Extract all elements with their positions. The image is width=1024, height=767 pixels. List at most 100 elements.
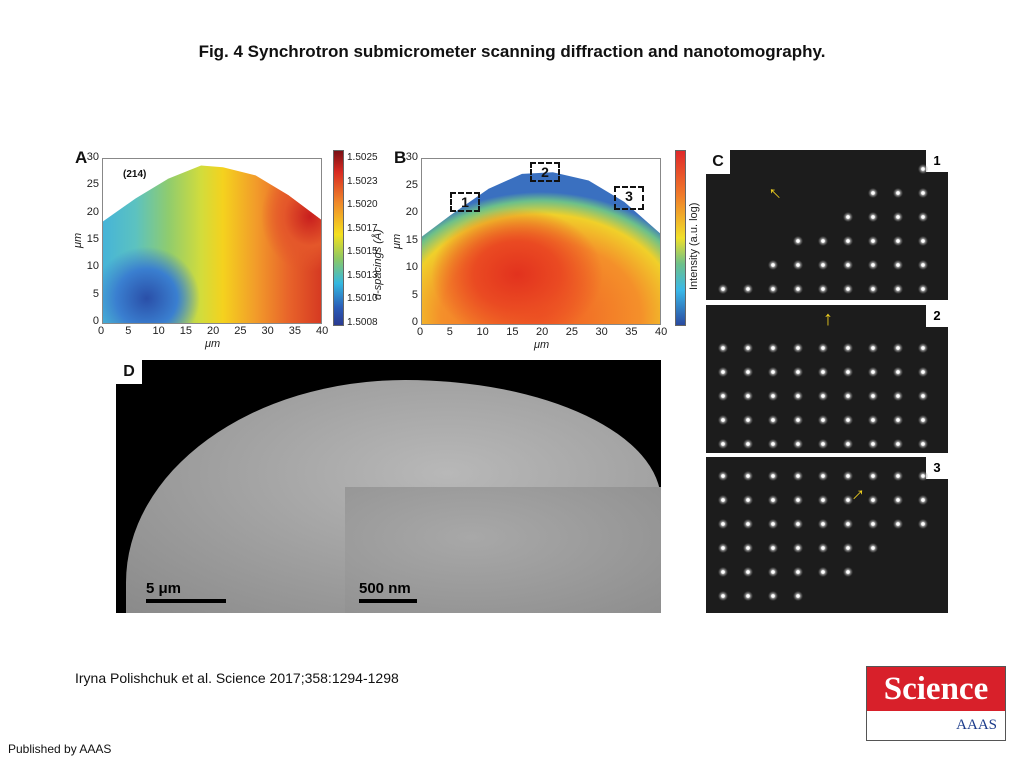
diffraction-spot [868, 367, 878, 377]
main-scale-label: 5 μm [146, 580, 182, 597]
arrow-icon: ↑ [823, 308, 833, 330]
x-tick-label: 15 [506, 326, 519, 338]
y-tick-label: 5 [411, 288, 418, 301]
diffraction-spot [818, 236, 828, 246]
diffraction-spot [718, 391, 728, 401]
colorbar-tick-label: 1.5015 [347, 246, 378, 257]
diffraction-spot [868, 439, 878, 449]
x-tick-label: 30 [595, 326, 608, 338]
colorbar-tick-label: 1.5013 [347, 269, 378, 281]
roi-box-2: 2 [530, 162, 560, 182]
panel-a-label: A [75, 148, 88, 167]
panel-c-label: C [706, 150, 730, 174]
diffraction-spot [743, 567, 753, 577]
diffraction-spot [718, 367, 728, 377]
diffraction-spot [768, 391, 778, 401]
diffraction-spot [743, 284, 753, 294]
diffraction-spot [818, 260, 828, 270]
diffraction-spot [843, 495, 853, 505]
x-tick-label: 25 [234, 325, 247, 337]
diffraction-spot [768, 367, 778, 377]
diffraction-spot [818, 471, 828, 481]
science-logo: Science AAAS [866, 666, 1006, 741]
panel-b-colorbar [675, 150, 686, 326]
panel-a-heatmap: (214) [102, 158, 322, 324]
diffraction-spot [768, 260, 778, 270]
diffraction-spot [768, 284, 778, 294]
diffraction-spot [743, 519, 753, 529]
panel-b-label: B [394, 148, 407, 167]
diffraction-spot [893, 495, 903, 505]
diffraction-spot [893, 471, 903, 481]
panel_a-ylabel: μm [72, 232, 84, 248]
panel-c-diffraction-3: 3 [706, 457, 948, 613]
diffraction-spot [843, 415, 853, 425]
diffraction-spot [743, 543, 753, 553]
diffraction-spot [793, 367, 803, 377]
diffraction-spot [793, 415, 803, 425]
colorbar-tick-label: 1.5008 [347, 316, 378, 328]
diffraction-spot [893, 260, 903, 270]
diffraction-spot [718, 415, 728, 425]
diffraction-spot [868, 236, 878, 246]
diffraction-spot [893, 212, 903, 222]
panel-c-diffraction-1: 1 [706, 150, 948, 300]
colorbar-tick-label: 1.5010 [347, 293, 378, 304]
diffraction-spot [768, 543, 778, 553]
y-tick-label: 15 [86, 233, 99, 245]
panel-d-label: D [116, 360, 142, 384]
diffraction-spot [843, 260, 853, 270]
diffraction-spot [918, 439, 928, 449]
diffraction-spot [718, 284, 728, 294]
diffraction-spot [718, 543, 728, 553]
diffraction-spot [793, 391, 803, 401]
diffraction-spot [918, 495, 928, 505]
x-tick-label: 0 [417, 326, 424, 338]
diffraction-spot [793, 591, 803, 601]
diffraction-spot [918, 164, 928, 174]
diffraction-spot [793, 343, 803, 353]
logo-science-text: Science [867, 667, 1005, 711]
diffraction-spot [818, 284, 828, 294]
diffraction-spot [793, 519, 803, 529]
diffraction-spot [793, 439, 803, 449]
x-tick-label: 35 [625, 326, 638, 338]
diffraction-spot [743, 415, 753, 425]
diffraction-spot [768, 439, 778, 449]
diffraction-spot [718, 495, 728, 505]
roi-box-3: 3 [614, 186, 644, 210]
diffraction-spot [843, 543, 853, 553]
y-tick-label: 25 [86, 178, 99, 191]
x-tick-label: 15 [179, 325, 192, 337]
diffraction-spot [793, 495, 803, 505]
y-tick-label: 10 [405, 261, 418, 273]
figure-title: Fig. 4 Synchrotron submicrometer scannin… [198, 42, 826, 61]
diffraction-spot [918, 212, 928, 222]
roi-box-1: 1 [450, 192, 480, 212]
diffraction-spot [818, 415, 828, 425]
x-tick-label: 10 [152, 325, 165, 337]
panel_a-xlabel: μm [205, 338, 221, 350]
diffraction-spot [893, 415, 903, 425]
x-tick-label: 5 [446, 326, 453, 338]
diffraction-spot [743, 391, 753, 401]
diffraction-spot [868, 391, 878, 401]
diffraction-spot [843, 567, 853, 577]
panel-a-annotation: (214) [123, 169, 147, 180]
x-tick-label: 30 [261, 325, 274, 337]
y-tick-label: 20 [86, 205, 99, 218]
diffraction-spot [918, 471, 928, 481]
panel-b-colorbar-label: Intensity (a.u. log) [688, 202, 700, 290]
diffraction-spot [843, 391, 853, 401]
diffraction-spot [793, 236, 803, 246]
diffraction-spot [818, 567, 828, 577]
panel-a-colorbar-label: d-spacings (Å) [372, 229, 384, 300]
x-tick-label: 40 [655, 326, 668, 338]
diffraction-spot [768, 519, 778, 529]
panel-d-inset: 500 nm [345, 487, 661, 613]
diffraction-spot [768, 415, 778, 425]
citation: Iryna Polishchuk et al. Science 2017;358… [75, 670, 399, 686]
diffraction-spot [793, 471, 803, 481]
y-tick-label: 25 [405, 178, 418, 191]
y-tick-label: 15 [405, 233, 418, 246]
